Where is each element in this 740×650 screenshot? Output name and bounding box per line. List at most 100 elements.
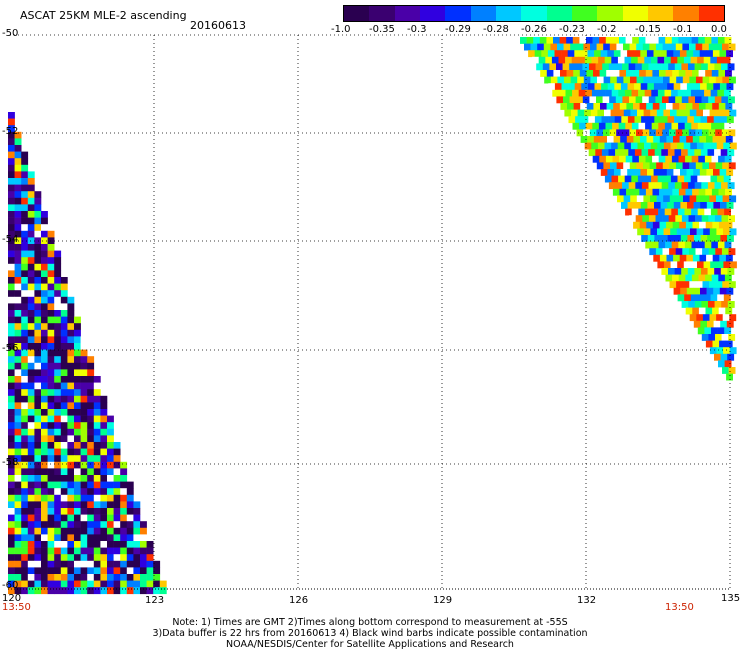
data-cell xyxy=(67,422,75,430)
data-cell xyxy=(120,527,128,535)
colorbar xyxy=(343,5,725,22)
data-cell xyxy=(14,343,22,350)
data-cell xyxy=(146,560,154,568)
data-cell xyxy=(638,37,646,44)
data-cell xyxy=(14,442,22,449)
data-cell xyxy=(27,541,35,548)
data-cell xyxy=(27,329,35,337)
data-cell xyxy=(702,281,710,289)
data-cell xyxy=(41,290,48,298)
data-cell xyxy=(8,468,15,476)
data-cell xyxy=(8,158,15,166)
data-cell xyxy=(34,554,42,562)
data-cell xyxy=(684,89,692,97)
data-cell xyxy=(107,435,114,443)
data-cell xyxy=(599,37,607,44)
data-cell xyxy=(722,281,730,289)
data-cell xyxy=(47,527,55,535)
data-cell xyxy=(615,182,623,190)
data-cell xyxy=(120,494,128,502)
data-cell xyxy=(708,43,716,51)
data-cell xyxy=(631,208,639,216)
data-cell xyxy=(700,83,707,91)
data-cell xyxy=(21,270,29,278)
data-cell xyxy=(683,228,691,236)
data-cell xyxy=(67,455,75,463)
data-cell xyxy=(120,587,128,595)
data-cell xyxy=(126,527,134,535)
data-cell xyxy=(146,587,154,595)
data-cell xyxy=(524,43,531,51)
data-cell xyxy=(120,468,128,476)
data-cell xyxy=(611,56,619,64)
x-tick-label: 135 xyxy=(721,593,740,604)
data-cell xyxy=(100,541,108,548)
data-cell xyxy=(718,70,726,77)
data-cell xyxy=(674,116,681,124)
data-cell xyxy=(565,56,572,64)
data-cell xyxy=(594,50,601,58)
data-cell xyxy=(100,481,108,489)
data-cell xyxy=(54,435,62,443)
data-cell xyxy=(27,310,35,317)
data-cell xyxy=(54,554,62,562)
data-cell xyxy=(113,468,121,476)
data-cell xyxy=(27,409,35,416)
data-cell xyxy=(686,169,694,176)
data-cell xyxy=(93,587,101,595)
data-cell xyxy=(699,221,706,229)
data-cell xyxy=(54,283,62,291)
map-title: ASCAT 25KM MLE-2 ascending xyxy=(20,9,187,22)
data-cell xyxy=(713,169,720,176)
data-cell xyxy=(126,580,134,588)
data-cell xyxy=(60,303,68,311)
data-cell xyxy=(74,389,81,397)
data-cell xyxy=(8,244,15,251)
data-cell xyxy=(54,547,62,555)
data-cell xyxy=(8,145,15,152)
data-cell xyxy=(695,215,702,223)
data-cell xyxy=(120,461,128,469)
data-cell xyxy=(675,43,683,51)
data-cell xyxy=(140,554,147,562)
data-cell xyxy=(716,261,724,269)
data-cell xyxy=(41,455,48,463)
data-cell xyxy=(593,136,601,143)
data-cell xyxy=(689,281,697,289)
data-cell xyxy=(8,428,15,436)
data-cell xyxy=(8,587,15,595)
data-cell xyxy=(621,149,629,157)
data-cell xyxy=(702,76,710,84)
data-cell xyxy=(674,268,682,275)
data-cell xyxy=(47,475,55,482)
data-cell xyxy=(87,376,95,383)
data-cell xyxy=(14,534,22,542)
data-cell xyxy=(672,188,680,196)
data-cell xyxy=(60,349,68,357)
data-cell xyxy=(8,455,15,463)
colorbar-swatch xyxy=(521,6,547,21)
data-cell xyxy=(627,202,635,209)
data-cell xyxy=(34,197,42,205)
data-cell xyxy=(67,323,75,331)
data-cell xyxy=(8,554,15,562)
data-cell xyxy=(47,409,55,416)
data-cell xyxy=(74,402,81,410)
data-cell xyxy=(681,149,688,157)
data-cell xyxy=(584,56,592,64)
data-cell xyxy=(668,63,676,71)
data-cell xyxy=(74,323,81,331)
data-cell xyxy=(569,96,577,104)
data-cell xyxy=(93,428,101,436)
colorbar-swatch xyxy=(445,6,471,21)
data-cell xyxy=(93,574,101,581)
data-cell xyxy=(21,415,29,423)
data-cell xyxy=(675,129,683,137)
data-cell xyxy=(700,116,708,124)
data-cell xyxy=(14,508,22,515)
data-cell xyxy=(647,169,654,176)
data-cell xyxy=(650,109,658,117)
data-cell xyxy=(623,195,631,203)
data-cell xyxy=(93,475,101,482)
data-cell xyxy=(47,323,55,331)
